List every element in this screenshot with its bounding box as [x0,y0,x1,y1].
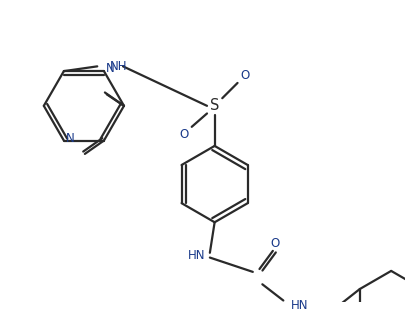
Text: N: N [66,132,74,145]
Text: N: N [106,62,114,75]
Text: O: O [269,237,279,250]
Text: HN: HN [290,299,308,312]
Text: NH: NH [109,60,127,73]
Text: O: O [240,69,249,82]
Text: HN: HN [187,249,204,262]
Text: O: O [179,128,188,141]
Text: S: S [209,98,219,113]
